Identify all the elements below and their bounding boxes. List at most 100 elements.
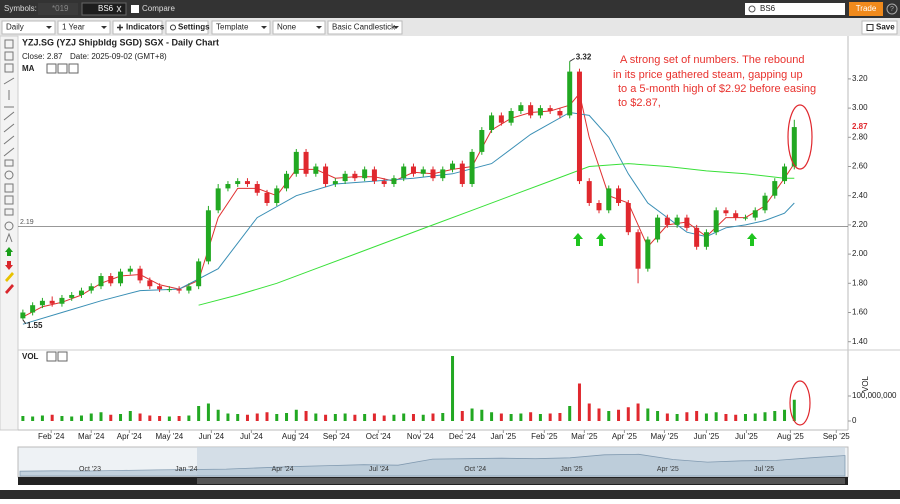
- x-tick-label: Apr '25: [612, 432, 638, 441]
- candle-body: [137, 268, 143, 281]
- indicators[interactable]: Indicators: [126, 23, 165, 32]
- help-label[interactable]: ?: [890, 6, 894, 13]
- candle-body: [196, 261, 202, 287]
- dropdown[interactable]: [272, 20, 326, 35]
- tools: [3, 39, 15, 294]
- dropdown[interactable]: [1, 20, 56, 35]
- moving-average: [198, 163, 795, 306]
- highlight-ellipse: [789, 380, 811, 426]
- candle-body: [49, 300, 55, 304]
- trade-label[interactable]: Trade: [856, 4, 877, 13]
- template[interactable]: Template: [216, 23, 249, 32]
- candle-body: [664, 217, 670, 225]
- y-tick-label: 100,000,000: [852, 391, 897, 400]
- candle-body: [98, 276, 104, 287]
- y-tick-label: 1.40: [852, 337, 868, 346]
- tab[interactable]: [38, 3, 78, 15]
- x-tick-label: Apr '24: [117, 432, 143, 441]
- volume-bar: [509, 414, 513, 421]
- candle-body: [30, 305, 36, 313]
- volume-icons[interactable]: [46, 351, 68, 362]
- search-box[interactable]: [745, 3, 845, 15]
- date-label: Date: 2025-09-02 (GMT+8): [70, 52, 167, 61]
- volume-bar: [568, 406, 572, 421]
- candle-body: [508, 111, 514, 123]
- candle-body: [782, 166, 788, 182]
- chart-style[interactable]: Basic Candlestick: [332, 23, 396, 32]
- y-tick-label: 2.20: [852, 220, 868, 229]
- candle-body: [791, 127, 797, 167]
- volume-bar: [773, 411, 777, 421]
- high-marker: [569, 57, 575, 62]
- volume-bar: [626, 407, 630, 421]
- low-label: 1.55: [27, 321, 43, 330]
- controls: [1, 20, 898, 35]
- volume-bar: [695, 411, 699, 421]
- x-tick-label: Mar '24: [78, 432, 105, 441]
- candle-body: [401, 166, 407, 179]
- volume-bar: [245, 414, 249, 421]
- candle-body: [88, 286, 94, 291]
- scroll-thumb[interactable]: [197, 478, 845, 484]
- dropdown[interactable]: [211, 20, 271, 35]
- navigator-label: Oct '24: [464, 466, 486, 473]
- volume-label: VOL: [22, 352, 39, 361]
- interval[interactable]: Daily: [6, 23, 24, 32]
- save[interactable]: Save: [876, 23, 895, 32]
- candle-body: [537, 108, 543, 116]
- candle-body: [684, 217, 690, 228]
- volume-bar: [753, 413, 757, 421]
- annotation-line: to $2.87,: [618, 97, 661, 109]
- y-tick-label: 2.00: [852, 249, 868, 258]
- candle-body: [332, 181, 338, 185]
- volume-bar: [324, 414, 328, 421]
- tab[interactable]: [81, 2, 127, 16]
- compare-label[interactable]: Compare: [142, 4, 175, 13]
- tab-label[interactable]: BS6: [98, 4, 114, 13]
- navigator-label: Jul '25: [754, 466, 774, 473]
- range[interactable]: 1 Year: [62, 23, 85, 32]
- dropdown[interactable]: [57, 20, 111, 35]
- button[interactable]: [112, 20, 163, 35]
- volume-bar: [255, 413, 259, 421]
- volume-bar: [285, 413, 289, 421]
- y-tick-label: 1.60: [852, 308, 868, 317]
- volume-bar: [792, 399, 796, 421]
- candle-body: [645, 239, 651, 269]
- candle-body: [342, 173, 348, 182]
- volume-bar: [197, 406, 201, 421]
- candle-body: [430, 169, 436, 179]
- candle-body: [733, 213, 739, 218]
- volume-bar: [714, 412, 718, 421]
- volume-bar: [597, 408, 601, 421]
- candle-body: [254, 184, 260, 193]
- settings[interactable]: Settings: [178, 23, 210, 32]
- close-icon[interactable]: [116, 5, 122, 13]
- search-icon: [748, 5, 756, 13]
- x-tick-label: May '25: [651, 432, 679, 441]
- volume-bar: [363, 414, 367, 421]
- checkbox[interactable]: [131, 5, 139, 13]
- candle-body: [586, 181, 592, 203]
- indicator-icons[interactable]: [46, 63, 79, 74]
- volume-bar: [265, 412, 269, 421]
- volume-bar: [167, 416, 171, 421]
- x-tick-label: Oct '24: [366, 432, 392, 441]
- candle-body: [713, 210, 719, 233]
- volume-bar: [490, 412, 494, 421]
- volume-bar: [646, 408, 650, 421]
- button[interactable]: [165, 20, 209, 35]
- tab-label[interactable]: *019: [52, 4, 69, 13]
- search-text[interactable]: BS6: [760, 4, 776, 13]
- help-icon[interactable]: [886, 3, 898, 15]
- dropdown[interactable]: [327, 20, 403, 35]
- volume-bar: [353, 414, 357, 421]
- trade-button[interactable]: [849, 2, 883, 16]
- candle-body: [108, 276, 114, 284]
- candle-body: [762, 195, 768, 211]
- candle-body: [440, 169, 446, 179]
- overlay[interactable]: None: [277, 23, 297, 32]
- volume-bar: [480, 409, 484, 421]
- candle-body: [479, 130, 485, 152]
